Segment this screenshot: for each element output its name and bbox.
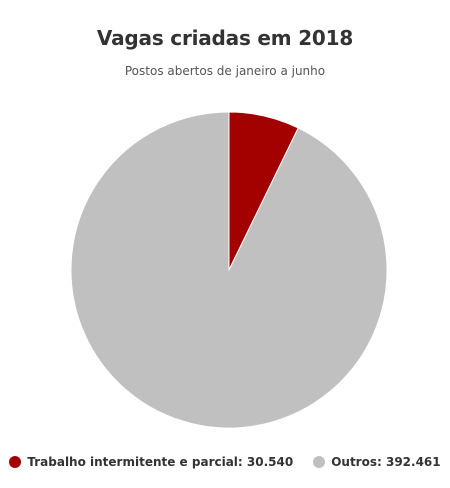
pie-slice-outros[interactable] <box>70 111 388 429</box>
chart-title: Vagas criadas em 2018 <box>96 26 354 50</box>
legend-label-trabalho: Trabalho intermitente e parcial: 30.540 <box>27 455 294 469</box>
legend-label-outros: Outros: 392.461 <box>331 455 441 469</box>
legend-marker-outros <box>313 456 326 468</box>
legend-marker-trabalho <box>9 456 22 468</box>
legend-item-outros[interactable]: Outros: 392.461 <box>313 455 441 469</box>
chart-subtitle: Postos abertos de janeiro a junho <box>124 64 326 78</box>
chart-legend: Trabalho intermitente e parcial: 30.540 … <box>0 455 450 469</box>
legend-item-trabalho[interactable]: Trabalho intermitente e parcial: 30.540 <box>9 455 293 469</box>
